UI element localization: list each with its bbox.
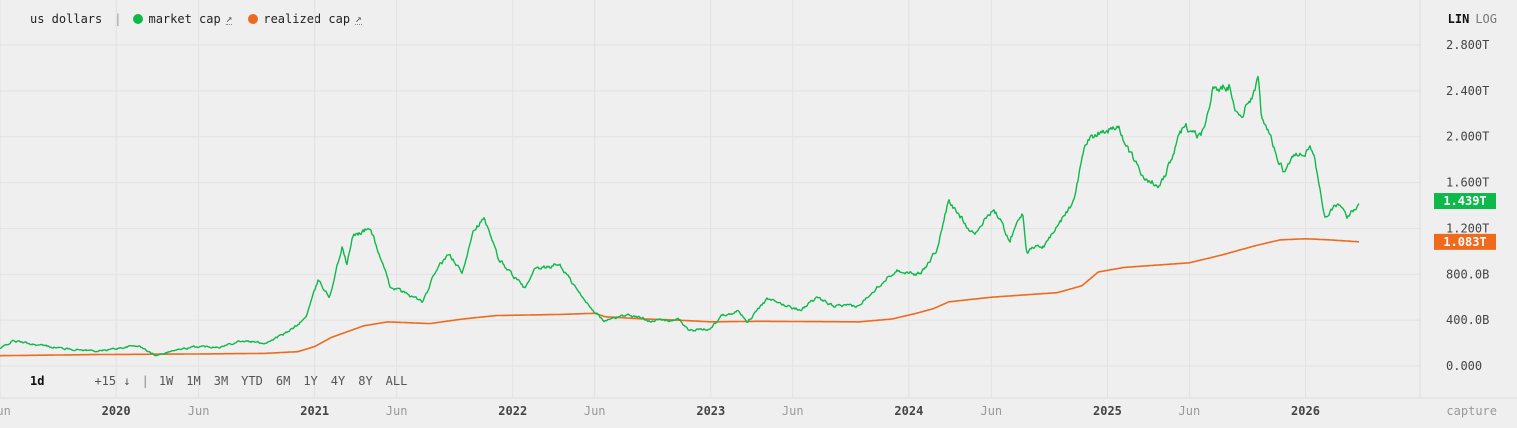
range-1m-button[interactable]: 1M <box>186 374 201 388</box>
legend-item-realized-cap[interactable]: realized cap ↗ <box>248 12 362 26</box>
range-ytd-button[interactable]: YTD <box>241 374 263 388</box>
range-all-button[interactable]: ALL <box>385 374 408 388</box>
external-link-icon[interactable]: ↗ <box>355 12 362 25</box>
x-tick-label: 2026 <box>1291 404 1320 418</box>
x-tick-label: Jun <box>1179 404 1201 418</box>
x-tick-label: Jun <box>782 404 804 418</box>
x-tick-label: Jun <box>980 404 1002 418</box>
y-tick-label: 1.200T <box>1446 221 1489 235</box>
x-tick-label: Jun <box>0 404 11 418</box>
y-tick-label: 2.000T <box>1446 130 1489 144</box>
x-tick-label: 2020 <box>102 404 131 418</box>
toolbar-separator: | <box>141 374 149 388</box>
x-tick-label: Jun <box>584 404 606 418</box>
x-tick-label: Jun <box>386 404 408 418</box>
range-8y-button[interactable]: 8Y <box>358 374 373 388</box>
market-cap-dot <box>133 14 144 24</box>
realized-cap-dot <box>248 14 259 24</box>
x-tick-label: 2021 <box>300 404 329 418</box>
y-tick-label: 800.0B <box>1446 267 1489 281</box>
legend-label-realized-cap: realized cap <box>263 12 351 26</box>
range-6m-button[interactable]: 6M <box>275 374 291 388</box>
legend-separator: | <box>114 12 122 26</box>
unit-label: us dollars <box>30 12 103 26</box>
y-tick-label: 2.400T <box>1446 84 1489 98</box>
log-scale-button[interactable]: LOG <box>1475 12 1497 26</box>
x-tick-label: Jun <box>188 404 210 418</box>
range-3m-button[interactable]: 3M <box>213 374 229 388</box>
capture-button[interactable]: capture <box>1446 404 1497 418</box>
x-tick-label: 2025 <box>1093 404 1122 418</box>
range-1w-button[interactable]: 1W <box>158 374 174 388</box>
realized-cap-badge <box>1434 233 1496 250</box>
external-link-icon[interactable]: ↗ <box>225 12 233 25</box>
y-tick-label: 400.0B <box>1446 313 1489 327</box>
realized-cap-line[interactable] <box>0 238 1359 357</box>
x-tick-label: 2022 <box>498 404 527 418</box>
market-cap-badge-label: 1.439T <box>1443 194 1486 208</box>
range-toolbar: 1d +15 ↓ | 1W 1M 3M YTD 6M 1Y 4Y 8Y ALL <box>30 374 420 388</box>
y-tick-label: 1.600T <box>1446 176 1489 190</box>
range-4y-button[interactable]: 4Y <box>330 374 346 388</box>
realized-cap-badge-label: 1.083T <box>1443 235 1486 249</box>
legend-item-market-cap[interactable]: market cap ↗ <box>133 12 233 26</box>
y-tick-label: 0.000 <box>1446 359 1482 373</box>
y-tick-label: 2.800T <box>1446 38 1489 52</box>
range-1y-button[interactable]: 1Y <box>303 374 318 388</box>
market-cap-line[interactable] <box>0 75 1360 357</box>
legend-label-market-cap: market cap <box>148 12 221 26</box>
resolution-button[interactable]: 1d <box>30 374 45 388</box>
legend: us dollars | market cap ↗ realized cap ↗ <box>30 12 362 26</box>
lin-scale-button[interactable]: LIN <box>1447 12 1470 26</box>
x-tick-label: 2023 <box>696 404 725 418</box>
scale-toggle: LIN LOG <box>1448 12 1497 26</box>
offset-button[interactable]: +15 ↓ <box>94 374 131 388</box>
market-cap-badge <box>1434 193 1496 210</box>
x-tick-label: 2024 <box>894 404 923 418</box>
